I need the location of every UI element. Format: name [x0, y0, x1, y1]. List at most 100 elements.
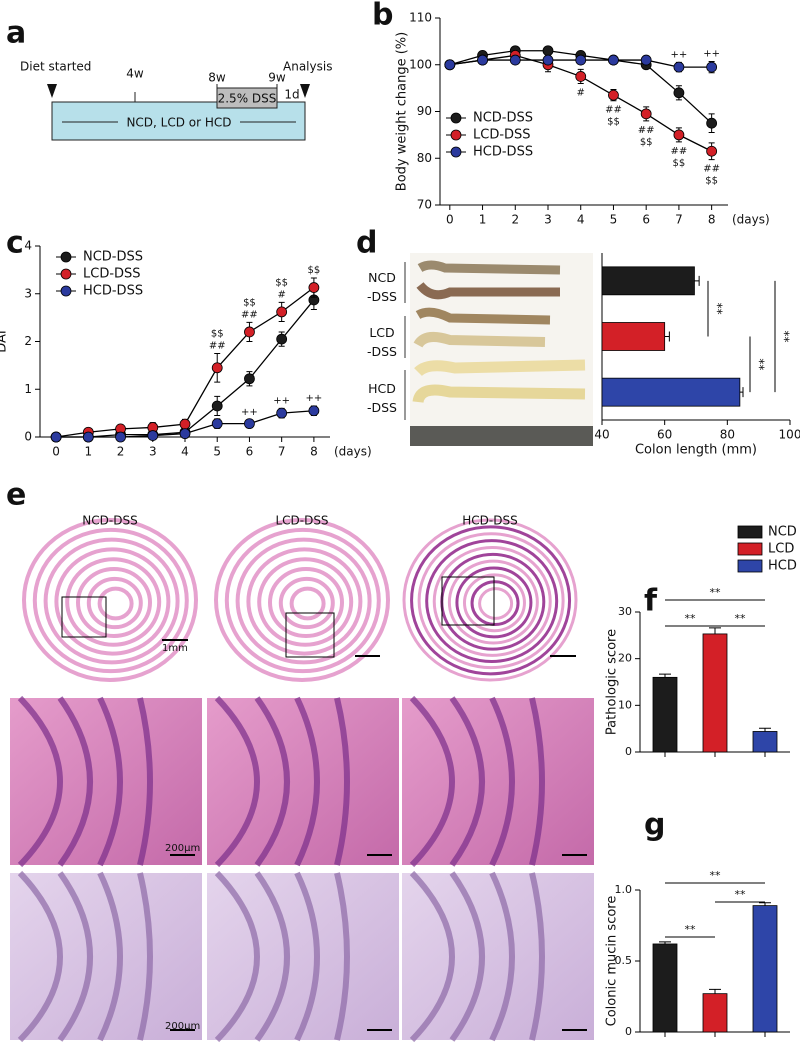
x-axis-label: Colon length (mm): [635, 443, 757, 458]
tissue-ring: [289, 586, 326, 621]
significance-label: **: [778, 331, 792, 343]
data-point: [608, 89, 619, 101]
colon: [416, 281, 560, 300]
significance-label: **: [710, 586, 722, 599]
x-tick-label: 6: [642, 213, 650, 227]
tissue-layer: [489, 696, 515, 867]
y-tick-label: 80: [417, 151, 432, 165]
tissue-layer: [449, 696, 485, 867]
tissue-ring: [97, 586, 134, 621]
column-label: LCD-DSS: [275, 514, 328, 528]
y-tick-label: 110: [409, 11, 432, 25]
x-tick-label: 5: [610, 213, 618, 227]
tissue-layer: [294, 696, 320, 867]
y-tick-label: 0: [24, 430, 32, 444]
bar: [601, 377, 741, 407]
legend-label: LCD: [768, 542, 794, 557]
significance-label: $$: [673, 158, 686, 169]
data-point: [575, 54, 587, 66]
y-tick-label: 10: [618, 698, 632, 711]
legend-marker: [450, 112, 462, 124]
tissue-ring: [425, 539, 559, 663]
significance-label: $$: [308, 265, 321, 276]
y-tick-label: 4: [24, 239, 32, 253]
data-point: [444, 59, 456, 71]
bar: [652, 676, 678, 753]
colon: [413, 331, 546, 348]
tissue-layer: [137, 697, 153, 866]
data-point: [640, 54, 652, 66]
legend-label: NCD-DSS: [473, 111, 533, 126]
colon: [415, 307, 551, 325]
data-point: [673, 61, 685, 73]
timeline-label: NCD, LCD or HCD: [126, 116, 231, 130]
category-label: NCD -DSS: [366, 270, 397, 304]
data-point: [115, 431, 126, 443]
panel-label: d: [356, 226, 377, 261]
legend-label: LCD-DSS: [83, 267, 141, 282]
x-tick-label: 60: [657, 428, 672, 442]
colon-photo: [410, 253, 593, 446]
tissue-layer: [409, 695, 455, 868]
tissue-ring: [455, 566, 533, 639]
tissue-layer: [17, 695, 63, 868]
bar: [601, 266, 695, 296]
tissue-ring: [410, 525, 572, 676]
tissue-layer: [137, 872, 153, 1041]
error-bar: [759, 727, 771, 732]
data-point: [542, 54, 554, 66]
tissue-layer: [57, 871, 93, 1042]
y-tick-label: 30: [618, 605, 632, 618]
start-arrow: [47, 84, 57, 98]
legend-marker: [60, 251, 72, 263]
panel-label: g: [644, 808, 665, 843]
significance-label: ##: [671, 146, 688, 157]
x-tick-label: 3: [149, 445, 157, 459]
x-axis-label: (days): [334, 445, 372, 459]
legend-label: HCD-DSS: [473, 145, 533, 160]
data-point: [308, 405, 320, 417]
data-point: [509, 54, 521, 66]
legend-label: NCD: [768, 525, 797, 540]
legend-swatch: [737, 525, 763, 539]
significance-label: **: [735, 612, 747, 625]
y-axis-label: Pathologic score: [605, 629, 620, 735]
y-axis-label: Colonic mucin score: [605, 896, 620, 1027]
bar: [702, 993, 728, 1033]
panel-label: c: [6, 226, 24, 261]
x-tick-label: 6: [246, 445, 254, 459]
tissue-ring: [246, 547, 363, 656]
y-tick-label: 20: [618, 652, 632, 665]
significance-label: **: [753, 358, 767, 370]
significance-label: $$: [607, 117, 620, 128]
significance-label: ++: [671, 49, 688, 60]
error-bar: [709, 627, 721, 634]
data-point: [244, 418, 255, 430]
data-point: [244, 373, 255, 385]
error-bar: [659, 673, 671, 678]
tissue-layer: [17, 870, 63, 1043]
histology: [10, 518, 594, 1043]
timeline-label: 1d: [284, 88, 299, 102]
x-tick-label: 0: [52, 445, 60, 459]
timeline-label: 8w: [208, 71, 226, 85]
data-point: [706, 117, 718, 129]
y-tick-label: 1.0: [615, 883, 633, 896]
column-label: NCD-DSS: [82, 514, 137, 528]
data-point: [673, 87, 685, 99]
error-bar: [664, 331, 670, 342]
column-label: HCD-DSS: [462, 514, 517, 528]
data-point: [211, 418, 223, 430]
y-tick-label: 2: [24, 334, 32, 348]
significance-label: ##: [605, 105, 622, 116]
data-point: [147, 430, 159, 441]
tissue-ring: [278, 576, 335, 630]
significance-label: #: [577, 87, 585, 98]
data-point: [211, 362, 223, 374]
tissue-ring: [417, 532, 565, 670]
x-tick-label: 0: [446, 213, 454, 227]
legend-label: NCD-DSS: [83, 250, 143, 265]
panel-label: a: [6, 16, 26, 51]
significance-label: **: [685, 612, 697, 625]
